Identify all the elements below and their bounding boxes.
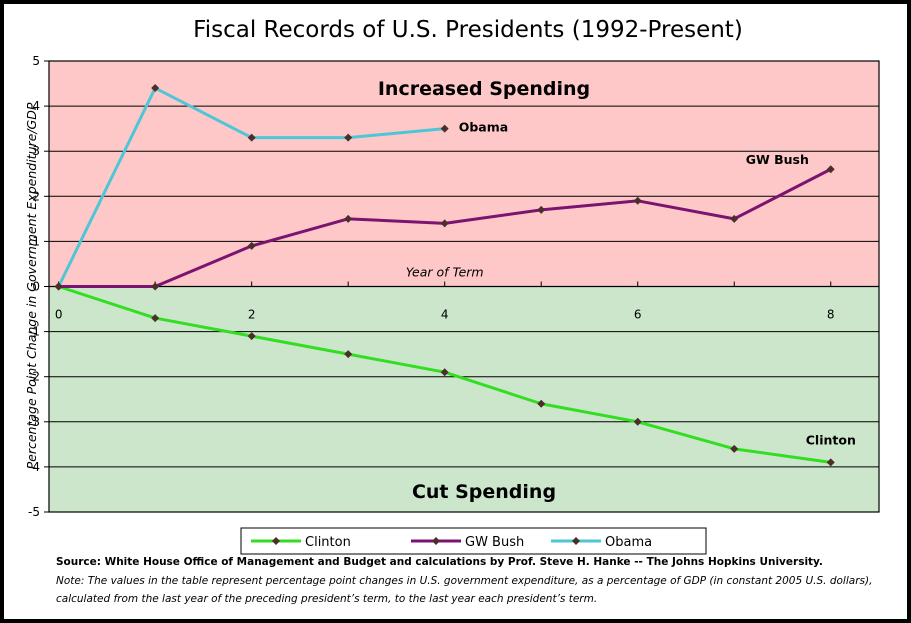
x-tick-label: 4 [441,308,449,322]
data-point [151,84,160,93]
data-point [633,417,642,426]
x-axis-label: Year of Term [406,265,484,280]
legend-entry: Clinton [305,535,351,550]
series-annotation: GW Bush [746,152,809,167]
y-tick-label: -4 [28,460,40,474]
legend-entry: Obama [605,535,652,550]
chart-title: Fiscal Records of U.S. Presidents (1992-… [193,17,743,43]
y-tick-label: -1 [28,325,40,339]
data-point [440,219,449,228]
data-point [54,282,63,291]
y-tick-label: 1 [32,234,40,248]
x-tick-label: 2 [248,308,256,322]
data-point [633,196,642,205]
data-point [826,165,835,174]
legend-box [240,527,707,555]
x-tick-label: 8 [827,308,835,322]
y-tick-label: 2 [32,189,40,203]
y-tick-label: 0 [32,280,40,294]
series-annotation: Clinton [806,432,856,447]
data-point [730,214,739,223]
y-axis-label: Percentage Point Change in Government Ex… [24,102,39,469]
y-tick-label: 5 [32,54,40,68]
footnote-line-1: Note: The values in the table represent … [56,575,872,587]
data-point [730,444,739,453]
increased-spending-zone [49,61,879,287]
legend-marker [572,537,580,545]
legend: Clinton GW Bush Obama [240,527,707,555]
data-point [247,241,256,250]
source-note: Source: White House Office of Management… [56,556,823,568]
cut-spending-label: Cut Spending [412,481,556,503]
data-point [537,399,546,408]
y-tick-label: -3 [28,415,40,429]
line-chart: Fiscal Records of U.S. Presidents (1992-… [24,17,880,605]
data-point [344,350,353,359]
data-point [151,282,160,291]
data-point [344,133,353,142]
y-tick-label: 3 [32,144,40,158]
data-point [151,314,160,323]
data-point [537,205,546,214]
data-point [344,214,353,223]
plot-area: -5 -4 -3 -2 -1 0 1 2 3 4 5 0 2 4 6 8 Year of Term Increas… [28,54,880,519]
x-tick-label: 6 [634,308,642,322]
chart-panel: Fiscal Records of U.S. Presidents (1992-… [4,4,907,619]
series-annotation: Obama [459,120,508,135]
data-point [440,368,449,377]
data-point [440,124,449,133]
data-point [826,458,835,467]
legend-marker [272,537,280,545]
y-tick-label: -2 [28,370,40,384]
data-point [247,332,256,341]
increased-spending-label: Increased Spending [378,78,590,100]
legend-marker [432,537,440,545]
y-tick-label: 4 [32,99,40,113]
footnote-line-2: calculated from the last year of the pre… [56,593,597,605]
x-tick-label: 0 [55,308,63,322]
data-point [247,133,256,142]
legend-entry: GW Bush [465,535,524,550]
y-tick-label: -5 [28,505,40,519]
